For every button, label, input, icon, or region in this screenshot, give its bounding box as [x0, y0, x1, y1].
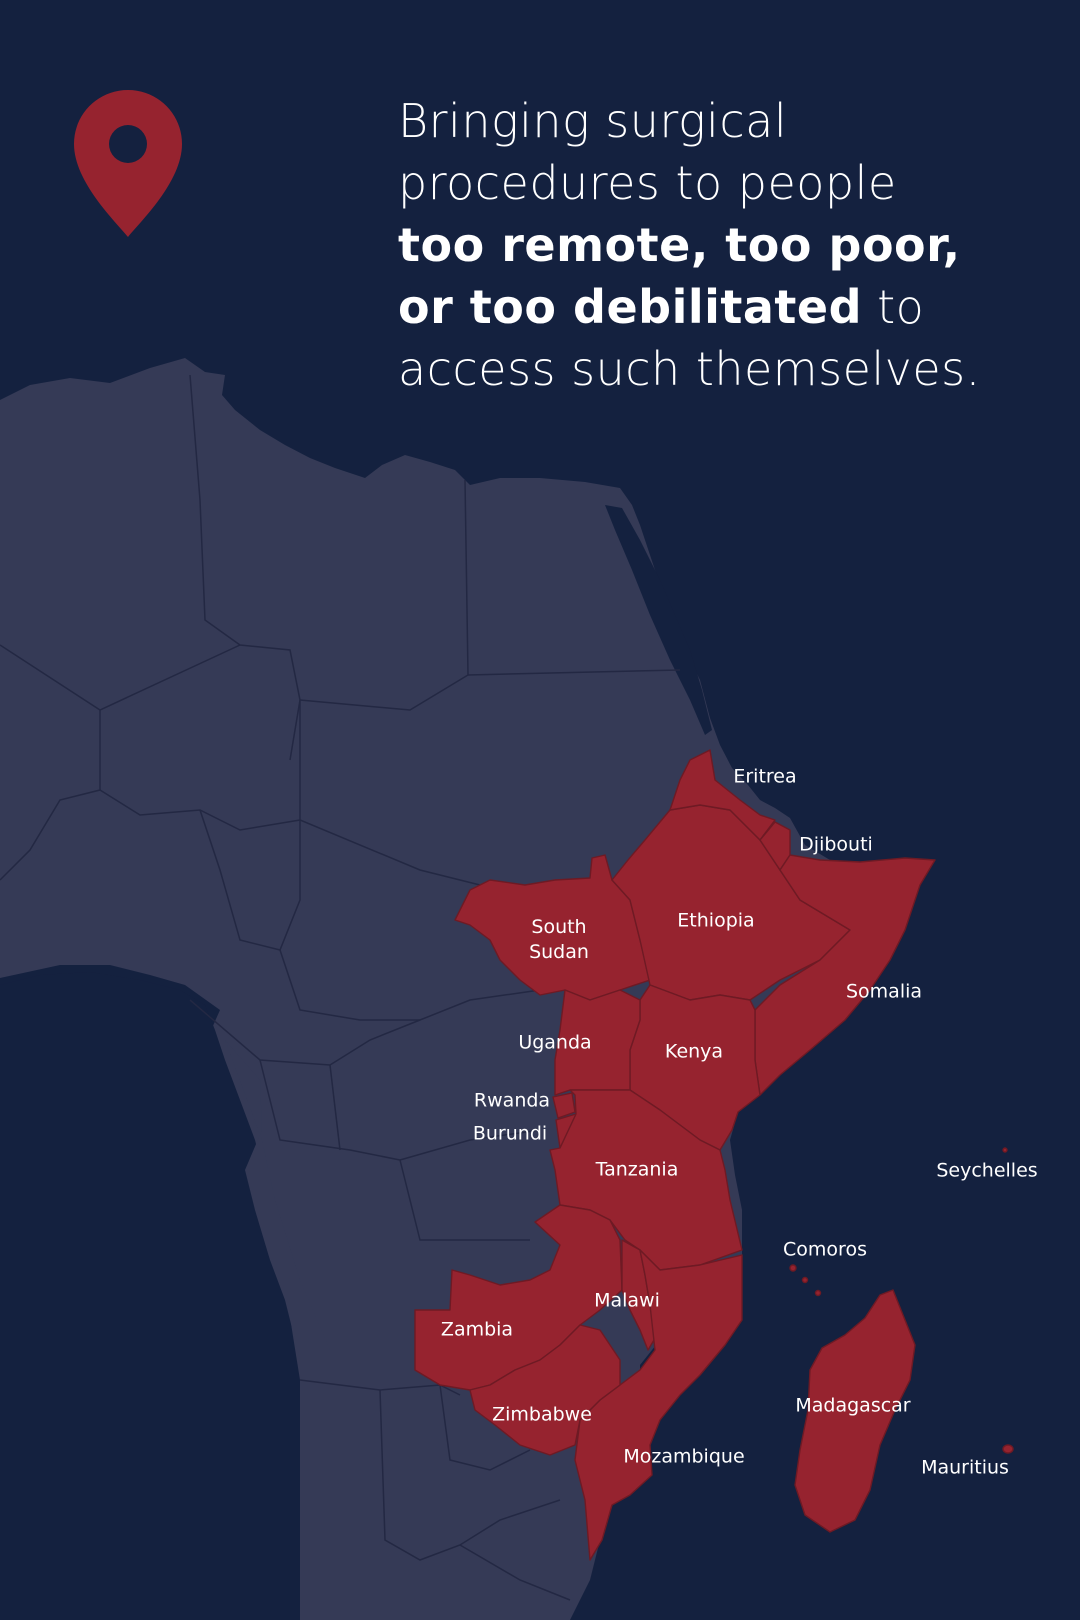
label-burundi: Burundi — [472, 1122, 548, 1145]
label-kenya: Kenya — [664, 1040, 724, 1063]
region-comoros-3 — [814, 1289, 822, 1297]
headline-line-3: too remote, too poor, — [398, 214, 1058, 276]
label-south-sudan: South Sudan — [529, 915, 589, 965]
label-comoros: Comoros — [783, 1238, 867, 1261]
label-south-sudan-line-2: Sudan — [529, 941, 589, 963]
headline-line-5: access such themselves. — [398, 342, 981, 396]
headline-line-4: or too debilitated to — [398, 276, 1058, 338]
region-djibouti — [759, 821, 791, 871]
label-south-sudan-line-1: South — [531, 916, 587, 938]
label-rwanda: Rwanda — [473, 1089, 551, 1112]
angola-coast — [225, 1040, 330, 1620]
ocean-west — [0, 972, 300, 1620]
headline-tail: to — [862, 280, 925, 334]
headline-bold-1: too remote, too poor, — [398, 218, 961, 272]
region-somalia — [754, 854, 936, 1096]
label-zimbabwe: Zimbabwe — [492, 1403, 592, 1426]
headline: Bringing surgical procedures to people t… — [398, 90, 1058, 400]
region-seychelles — [1002, 1147, 1008, 1153]
label-madagascar: Madagascar — [795, 1394, 911, 1417]
highlighted-countries — [414, 749, 1014, 1561]
country-borders — [0, 374, 681, 1601]
label-djibouti: Djibouti — [799, 833, 873, 856]
label-tanzania: Tanzania — [595, 1158, 679, 1181]
location-pin-icon — [74, 90, 182, 237]
label-ethiopia: Ethiopia — [677, 909, 755, 932]
region-eritrea — [669, 749, 776, 841]
region-zimbabwe — [469, 1324, 621, 1456]
headline-line-2: procedures to people — [398, 156, 897, 210]
label-mauritius: Mauritius — [921, 1456, 1009, 1479]
region-mozambique — [574, 1249, 743, 1561]
label-mozambique: Mozambique — [623, 1445, 745, 1468]
headline-bold-2: or too debilitated — [398, 280, 863, 334]
label-eritrea: Eritrea — [733, 765, 797, 788]
label-zambia: Zambia — [440, 1318, 514, 1341]
region-rwanda — [552, 1092, 576, 1119]
label-uganda: Uganda — [518, 1031, 592, 1054]
region-madagascar — [794, 1289, 916, 1533]
region-mauritius — [1002, 1444, 1014, 1454]
label-malawi: Malawi — [594, 1289, 660, 1312]
red-sea — [605, 505, 712, 735]
label-seychelles: Seychelles — [936, 1159, 1038, 1182]
headline-line-1: Bringing surgical — [398, 94, 788, 148]
region-comoros-2 — [801, 1276, 809, 1284]
region-comoros-1 — [789, 1264, 797, 1272]
label-somalia: Somalia — [845, 980, 923, 1003]
